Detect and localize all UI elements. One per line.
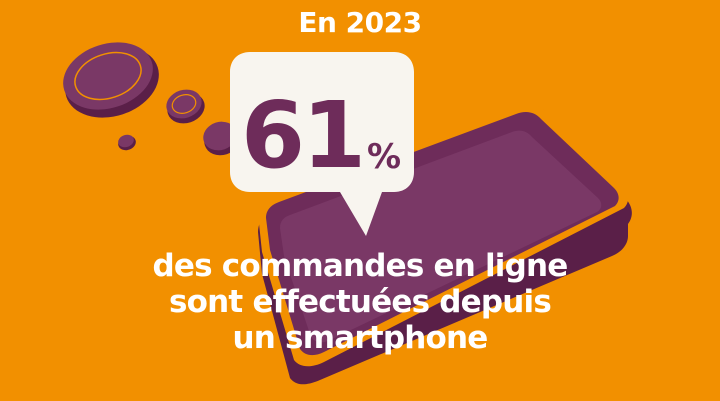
caption: des commandes en ligne sont effectuées d… <box>120 248 600 356</box>
coin-icon <box>166 89 205 124</box>
year-label: En 2023 <box>298 6 422 39</box>
caption-line: des commandes en ligne <box>152 248 568 284</box>
caption-line: un smartphone <box>232 320 489 356</box>
coin-icon <box>118 134 136 151</box>
speech-bubble-icon <box>230 52 414 236</box>
statistic: 61 % <box>226 72 416 182</box>
caption-line: sont effectuées depuis <box>169 284 552 320</box>
statistic-value: 61 <box>240 82 366 189</box>
coin-icon <box>63 42 159 118</box>
statistic-unit: % <box>366 137 402 177</box>
